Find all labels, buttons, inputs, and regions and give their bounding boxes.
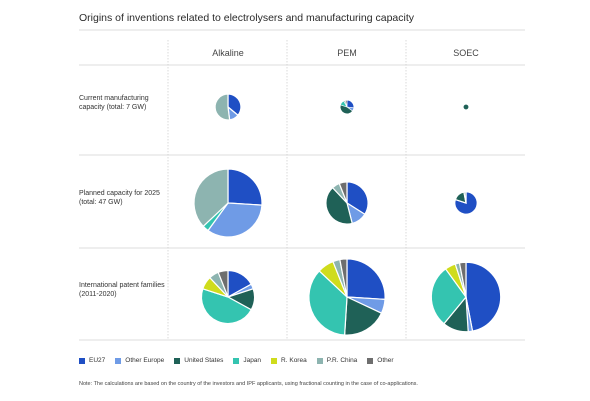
pie-slice-other	[338, 181, 348, 204]
legend-label: Other Europe	[125, 357, 165, 364]
column-header-pem: PEM	[337, 48, 357, 58]
pie-slice-japan	[430, 268, 467, 325]
legend-item-pr-china: P.R. China	[316, 357, 358, 364]
legend-label: R. Korea	[281, 357, 307, 364]
pie-chart-1-2	[339, 99, 355, 115]
legend-swatch	[233, 357, 240, 364]
legend-label: Japan	[243, 357, 262, 364]
pie-slice-other-europe	[207, 202, 263, 238]
legend-item-other-europe: Other Europe	[115, 357, 164, 364]
pie-slice-united-states	[343, 296, 383, 336]
legend-swatch	[79, 357, 85, 364]
pie-slice-eu27	[346, 99, 355, 109]
pie-chart-2-3	[454, 191, 478, 215]
legend-label: Other	[377, 357, 394, 364]
pie-slice-other	[458, 261, 467, 298]
pie-slice-other	[217, 269, 229, 298]
pie-slice-eu27	[346, 258, 386, 301]
pie-slice-eu27	[227, 93, 242, 117]
pie-slice-other	[339, 258, 348, 298]
legend-label: P.R. China	[326, 357, 358, 364]
pie-chart-2-1	[193, 168, 263, 238]
column-header-alkaline: Alkaline	[212, 48, 244, 58]
legend-item-r-korea: R. Korea	[271, 357, 307, 364]
legend: EU27 Other Europe United States Japan R.…	[79, 357, 394, 364]
pie-slice-other	[344, 99, 348, 108]
legend-item-united-states: United States	[174, 357, 223, 364]
legend-swatch	[115, 357, 122, 364]
row-label-current-capacity: Current manufacturing capacity (total: 7…	[79, 95, 149, 111]
legend-label: United States	[184, 357, 224, 364]
pie-slice-p-r-china	[193, 168, 229, 228]
legend-item-japan: Japan	[233, 357, 261, 364]
pie-chart-1-3	[462, 103, 470, 111]
pie-chart-3-1	[200, 269, 256, 325]
pie-slice-p-r-china	[214, 93, 231, 121]
pie-slice-japan	[200, 288, 253, 325]
legend-swatch	[367, 357, 374, 364]
pie-chart-1-1	[214, 93, 242, 121]
pie-slice-japan	[308, 270, 348, 336]
row-label-planned-capacity: Planned capacity for 2025 (total: 47 GW)	[79, 190, 160, 206]
pie-chart-3-3	[430, 261, 502, 333]
pie-chart-2-2	[325, 181, 369, 225]
pie-slice-eu27	[227, 168, 263, 206]
legend-swatch	[271, 357, 278, 364]
row-label-patent-families: International patent families (2011-2020…	[79, 282, 165, 298]
column-header-soec: SOEC	[453, 48, 479, 58]
pie-slice-united-states	[339, 104, 353, 115]
chart-title: Origins of inventions related to electro…	[79, 12, 415, 24]
legend-item-other: Other	[367, 357, 394, 364]
footnote: Note: The calculations are based on the …	[79, 381, 418, 387]
pie-slice-united-states	[462, 103, 470, 111]
legend-swatch	[174, 357, 181, 364]
legend-swatch	[316, 357, 323, 364]
legend-label: EU27	[89, 357, 106, 364]
pie-slice-eu27	[465, 261, 502, 332]
pie-slice-united-states	[325, 186, 353, 225]
legend-item-eu27: EU27	[79, 357, 105, 364]
pie-slice-p-r-china	[463, 191, 467, 204]
pie-chart-3-2	[308, 258, 386, 336]
